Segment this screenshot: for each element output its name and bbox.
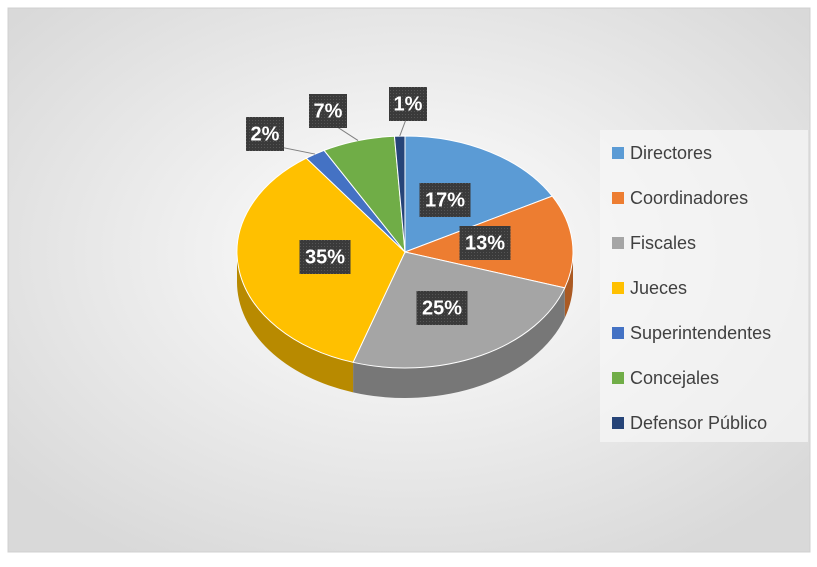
data-label-box (459, 226, 511, 260)
data-label-box (389, 87, 427, 121)
data-label: 25% (422, 297, 462, 319)
legend-label: Coordinadores (630, 188, 748, 208)
legend-swatch (612, 192, 624, 204)
legend-box (600, 130, 808, 442)
legend-swatch (612, 237, 624, 249)
data-label: 17% (425, 189, 465, 211)
data-label-box (419, 183, 471, 217)
data-label: 1% (394, 93, 423, 115)
legend-label: Directores (630, 143, 712, 163)
slice-side (564, 252, 573, 318)
legend-swatch (612, 147, 624, 159)
legend-label: Jueces (630, 278, 687, 298)
legend-label: Concejales (630, 368, 719, 388)
data-label: 13% (465, 232, 505, 254)
data-label: 7% (314, 100, 343, 122)
legend-swatch (612, 327, 624, 339)
legend-swatch (612, 282, 624, 294)
data-label: 35% (305, 246, 345, 268)
data-label-box (309, 94, 347, 128)
slice (404, 135, 554, 253)
slice-side (353, 287, 565, 398)
legend-swatch (612, 372, 624, 384)
legend-label: Defensor Público (630, 413, 767, 433)
slice-side (237, 252, 354, 393)
legend-swatch (612, 417, 624, 429)
legend-label: Fiscales (630, 233, 696, 253)
data-label: 2% (251, 123, 280, 145)
data-label-box (246, 117, 284, 151)
legend-label: Superintendentes (630, 323, 771, 343)
data-label-box (416, 291, 468, 325)
data-label-box (299, 240, 351, 274)
slice (393, 135, 406, 253)
